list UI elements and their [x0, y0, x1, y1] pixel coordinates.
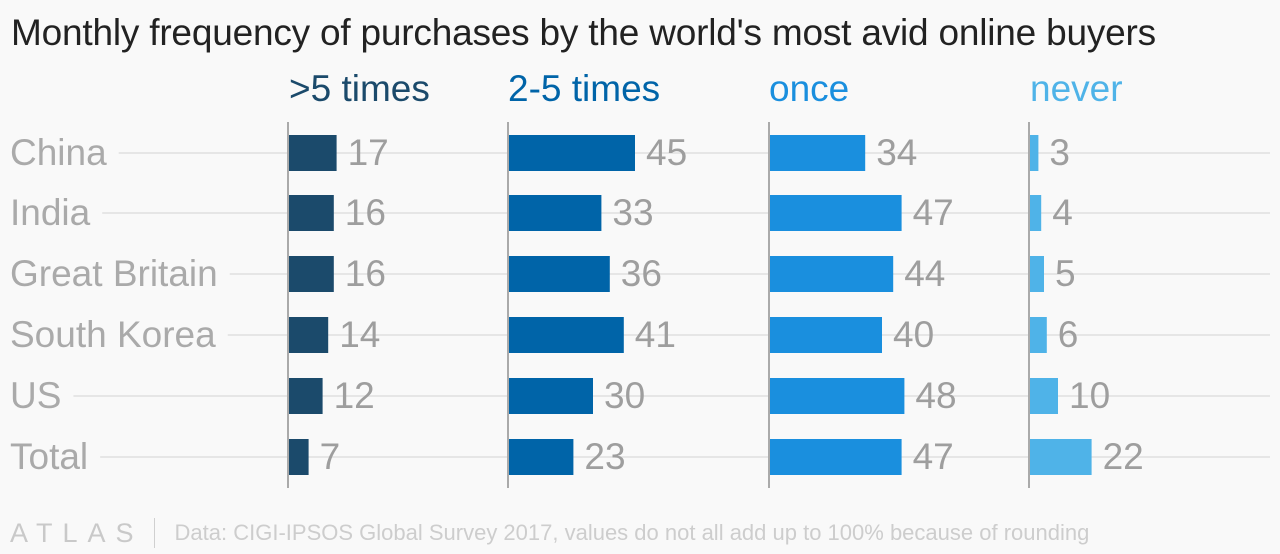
value-label-3-south-korea: 40 [893, 314, 934, 355]
bar-1-china [289, 135, 337, 171]
value-label-3-total: 47 [913, 436, 954, 477]
atlas-logo: ATLAS [10, 517, 144, 548]
value-label-4-south-korea: 6 [1058, 314, 1079, 355]
bar-1-india [289, 195, 334, 231]
value-label-2-china: 45 [646, 132, 687, 173]
bar-1-total [289, 439, 309, 475]
value-label-4-us: 10 [1069, 375, 1110, 416]
series-header-4: never [1030, 68, 1123, 109]
bar-3-china [770, 135, 866, 171]
bar-4-south-korea [1030, 317, 1047, 353]
series-header-2: 2-5 times [508, 68, 660, 109]
series-header-1: >5 times [289, 68, 430, 109]
value-label-1-india: 16 [345, 192, 386, 233]
bar-3-total [770, 439, 902, 475]
value-label-2-south-korea: 41 [635, 314, 676, 355]
bar-3-us [770, 378, 905, 414]
category-label-china: China [10, 132, 107, 173]
value-label-4-china: 3 [1049, 132, 1070, 173]
value-label-3-china: 34 [876, 132, 917, 173]
value-label-2-us: 30 [604, 375, 645, 416]
value-label-3-india: 47 [913, 192, 954, 233]
value-label-1-south-korea: 14 [339, 314, 380, 355]
bar-4-great-britain [1030, 256, 1044, 292]
value-label-4-india: 4 [1052, 192, 1073, 233]
bar-3-south-korea [770, 317, 882, 353]
chart-title: Monthly frequency of purchases by the wo… [11, 12, 1156, 53]
bar-2-china [509, 135, 635, 171]
category-label-india: India [10, 192, 91, 233]
bar-3-india [770, 195, 902, 231]
source-note: Data: CIGI-IPSOS Global Survey 2017, val… [174, 520, 1090, 545]
category-label-total: Total [10, 436, 88, 477]
value-label-1-total: 7 [320, 436, 341, 477]
value-label-4-great-britain: 5 [1055, 253, 1076, 294]
bar-2-great-britain [509, 256, 610, 292]
bar-2-total [509, 439, 574, 475]
value-label-2-india: 33 [612, 192, 653, 233]
value-label-1-great-britain: 16 [345, 253, 386, 294]
bar-4-india [1030, 195, 1042, 231]
bar-2-us [509, 378, 593, 414]
category-label-south-korea: South Korea [10, 314, 216, 355]
value-label-2-total: 23 [584, 436, 625, 477]
bar-4-us [1030, 378, 1058, 414]
bar-4-china [1030, 135, 1039, 171]
value-label-3-us: 48 [915, 375, 956, 416]
category-label-us: US [10, 375, 61, 416]
bar-chart: China India Great Britain South Korea US Tota… [10, 68, 1270, 488]
footer: ATLAS Data: CIGI-IPSOS Global Survey 201… [10, 513, 1089, 553]
value-label-1-us: 12 [334, 375, 375, 416]
bar-3-great-britain [770, 256, 894, 292]
series-header-3: once [769, 68, 849, 109]
bar-1-south-korea [289, 317, 329, 353]
footer-divider [153, 518, 155, 548]
value-label-3-great-britain: 44 [904, 253, 945, 294]
bar-1-great-britain [289, 256, 334, 292]
bar-2-india [509, 195, 602, 231]
value-label-1-china: 17 [348, 132, 389, 173]
bar-1-us [289, 378, 323, 414]
category-label-great-britain: Great Britain [10, 253, 218, 294]
bar-4-total [1030, 439, 1092, 475]
value-label-4-total: 22 [1103, 436, 1144, 477]
value-label-2-great-britain: 36 [621, 253, 662, 294]
bar-2-south-korea [509, 317, 624, 353]
